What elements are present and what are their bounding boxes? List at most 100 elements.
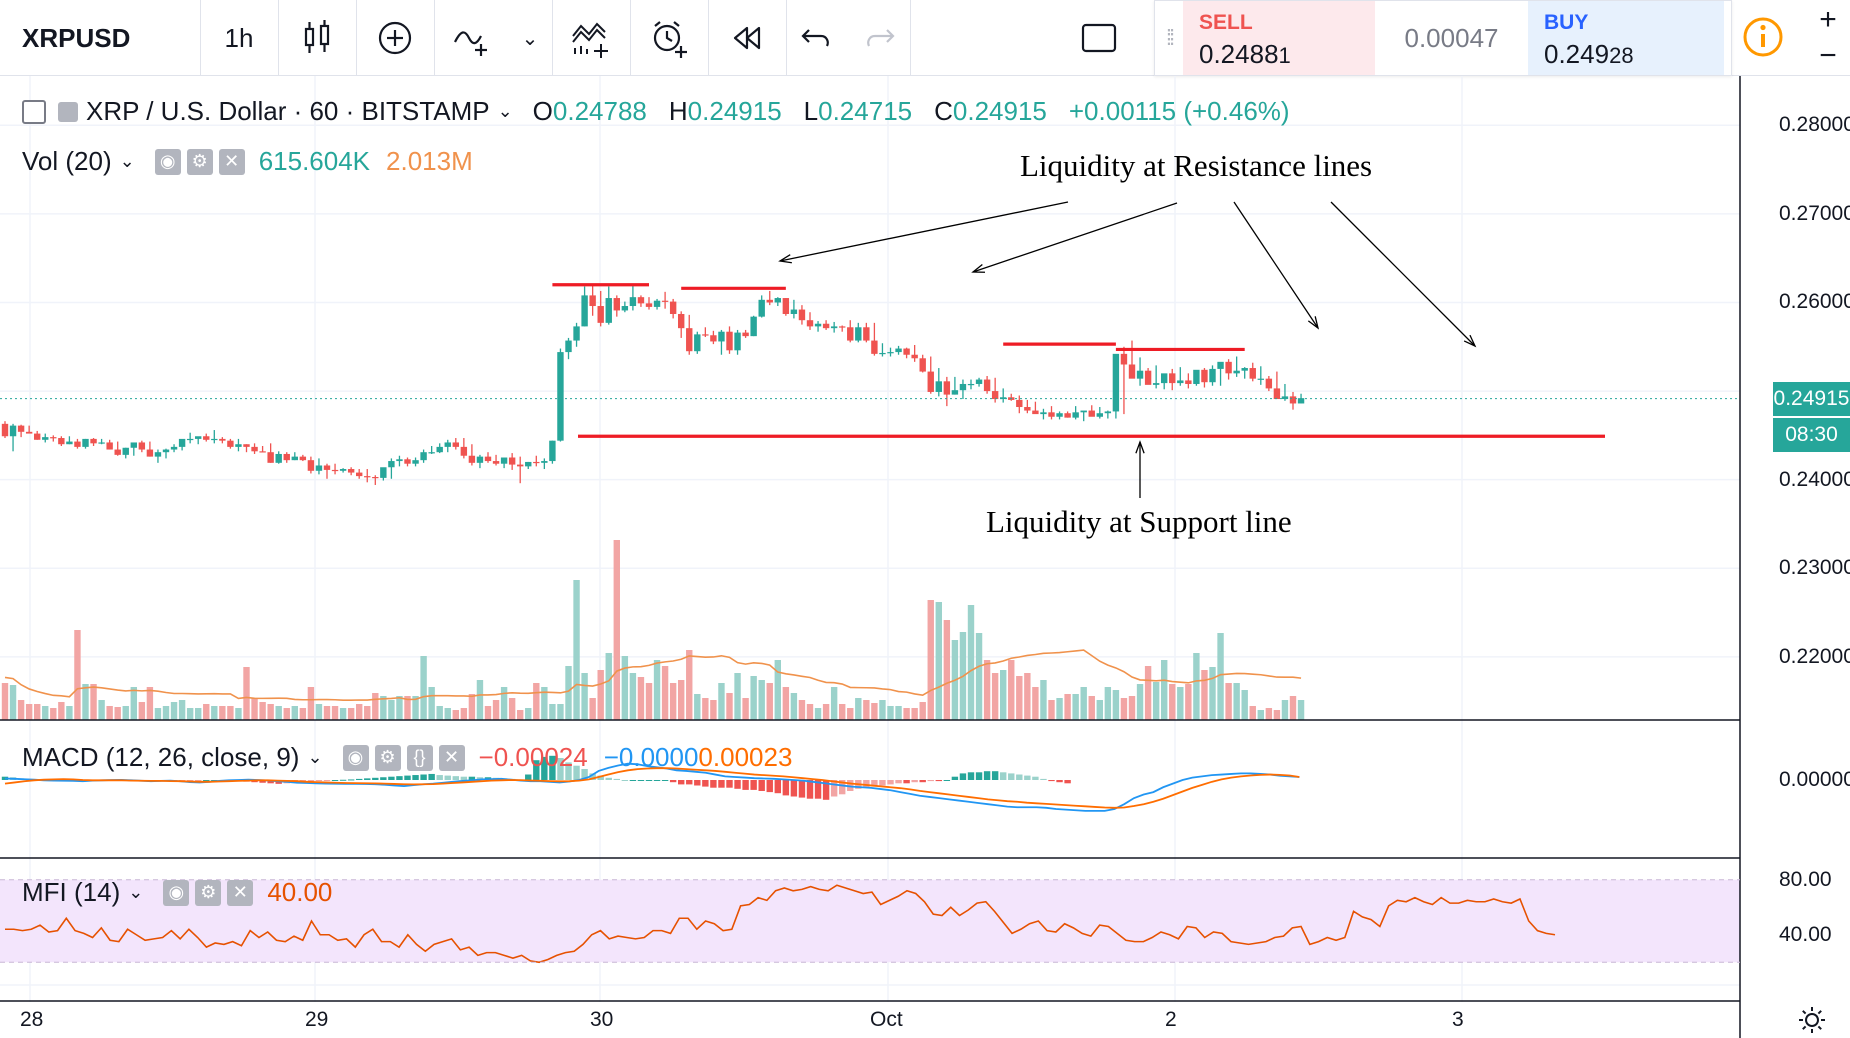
candle-body (798, 309, 806, 321)
interval-button[interactable]: 1h (200, 0, 278, 76)
mfi-tick-label: 80.00 (1779, 867, 1832, 891)
macd-hist-bar (911, 780, 918, 783)
gear-icon[interactable]: ⚙ (186, 148, 213, 175)
zoom-out-button[interactable]: − (1819, 39, 1837, 72)
toolbar-divider (434, 0, 435, 76)
volume-indicator-name[interactable]: Vol (20) (22, 146, 112, 176)
series-title[interactable]: XRP / U.S. Dollar · 60 · BITSTAMP (86, 96, 490, 126)
gear-icon[interactable]: ⚙ (195, 879, 222, 906)
candle-body (1056, 413, 1063, 417)
volume-bar (315, 704, 323, 720)
top-toolbar: XRPUSD 1h ⌄ ⁞⁞ SELL 0.24881 0.00047 (0, 0, 1850, 76)
arrow-head (1307, 316, 1320, 330)
mfi-legend: MFI (14) ⌄ ◉ ⚙ ✕ 40.00 (22, 877, 332, 908)
chevron-down-icon: ⌄ (521, 27, 539, 50)
candle-body (806, 320, 814, 327)
chevron-down-icon[interactable]: ⌄ (307, 747, 323, 767)
drag-handle-icon[interactable]: ⁞⁞ (1165, 25, 1175, 50)
volume-bar (565, 666, 572, 720)
candle-body (718, 331, 725, 342)
candle-body (380, 467, 387, 478)
macd-hist-bar (927, 780, 934, 782)
macd-hist-bar (903, 780, 910, 784)
candle-body (1289, 396, 1297, 404)
symbol-logo-icon (58, 101, 78, 122)
candle-body (557, 352, 564, 441)
templates-button[interactable] (552, 0, 630, 76)
macd-hist-bar (1016, 774, 1023, 780)
redo-button[interactable] (848, 0, 910, 76)
chevron-down-icon[interactable]: ⌄ (497, 101, 513, 121)
volume-bar (1177, 687, 1184, 720)
buy-button[interactable]: BUY 0.24928 (1528, 1, 1724, 75)
eye-icon[interactable]: ◉ (154, 148, 181, 175)
macd-hist-bar (839, 780, 846, 795)
candle-body (219, 438, 226, 441)
candle-body (1104, 411, 1112, 414)
candle-body (1000, 397, 1007, 400)
macd-hist-bar (412, 775, 419, 780)
settings-button[interactable] (1773, 1002, 1850, 1038)
chart-canvas[interactable] (0, 76, 1850, 1038)
candle-body (339, 469, 347, 471)
candle-body (742, 332, 749, 337)
indicators-button[interactable] (434, 0, 512, 76)
macd-hist-bar (195, 780, 202, 781)
volume-bar (1265, 708, 1273, 720)
collapse-legend-icon[interactable] (22, 99, 46, 124)
macd-hist-bar (637, 780, 645, 781)
candle-body (1233, 370, 1240, 374)
close-icon[interactable]: ✕ (438, 744, 465, 771)
volume-bar (637, 677, 645, 720)
volume-bar (903, 708, 910, 720)
zoom-in-button[interactable]: + (1819, 3, 1837, 36)
fullscreen-button[interactable] (1060, 0, 1138, 76)
candle-body (661, 300, 669, 302)
macd-hist-bar (734, 780, 741, 789)
volume-bar (1032, 687, 1039, 720)
candle-body (863, 327, 870, 341)
volume-bar (967, 605, 975, 720)
chevron-down-icon[interactable]: ⌄ (128, 882, 144, 902)
macd-hist-bar (1056, 780, 1063, 783)
volume-bar (307, 687, 315, 720)
volume-bar (82, 684, 89, 720)
chevron-down-icon[interactable]: ⌄ (119, 151, 135, 171)
info-button[interactable] (1734, 8, 1792, 66)
code-icon[interactable]: {} (406, 744, 433, 771)
volume-bar (138, 702, 146, 720)
volume-bar (935, 602, 942, 720)
alert-button[interactable] (630, 0, 708, 76)
chart-style-button[interactable] (278, 0, 356, 76)
volume-bar (589, 698, 596, 720)
mfi-value: 40.00 (267, 877, 333, 907)
eye-icon[interactable]: ◉ (342, 744, 369, 771)
symbol-search-button[interactable]: XRPUSD (22, 0, 202, 76)
macd-hist-bar (380, 777, 387, 780)
close-icon[interactable]: ✕ (218, 148, 245, 175)
volume-bar (1008, 660, 1015, 720)
macd-hist-bar (267, 780, 274, 784)
volume-bar (911, 708, 918, 720)
candle-body (678, 313, 685, 329)
indicators-dropdown[interactable]: ⌄ (512, 0, 548, 76)
macd-hist-bar (364, 778, 371, 780)
undo-button[interactable] (786, 0, 848, 76)
volume-bar (613, 540, 620, 720)
macd-hist-bar (323, 780, 331, 781)
macd-indicator-name[interactable]: MACD (12, 26, close, 9) (22, 742, 300, 772)
macd-value: −0.0000 (603, 742, 699, 772)
candles-icon (304, 20, 330, 53)
close-icon[interactable]: ✕ (227, 879, 254, 906)
resistance-annotation: Liquidity at Resistance lines (1020, 148, 1373, 183)
sell-button[interactable]: SELL 0.24881 (1183, 1, 1375, 75)
gear-icon[interactable]: ⚙ (374, 744, 401, 771)
volume-bar (806, 704, 814, 720)
candle-body (492, 461, 500, 464)
candle-body (895, 348, 902, 353)
eye-icon[interactable]: ◉ (163, 879, 190, 906)
gear-icon (1798, 1007, 1825, 1033)
compare-button[interactable] (356, 0, 434, 76)
mfi-indicator-name[interactable]: MFI (14) (22, 877, 121, 907)
replay-button[interactable] (708, 0, 786, 76)
